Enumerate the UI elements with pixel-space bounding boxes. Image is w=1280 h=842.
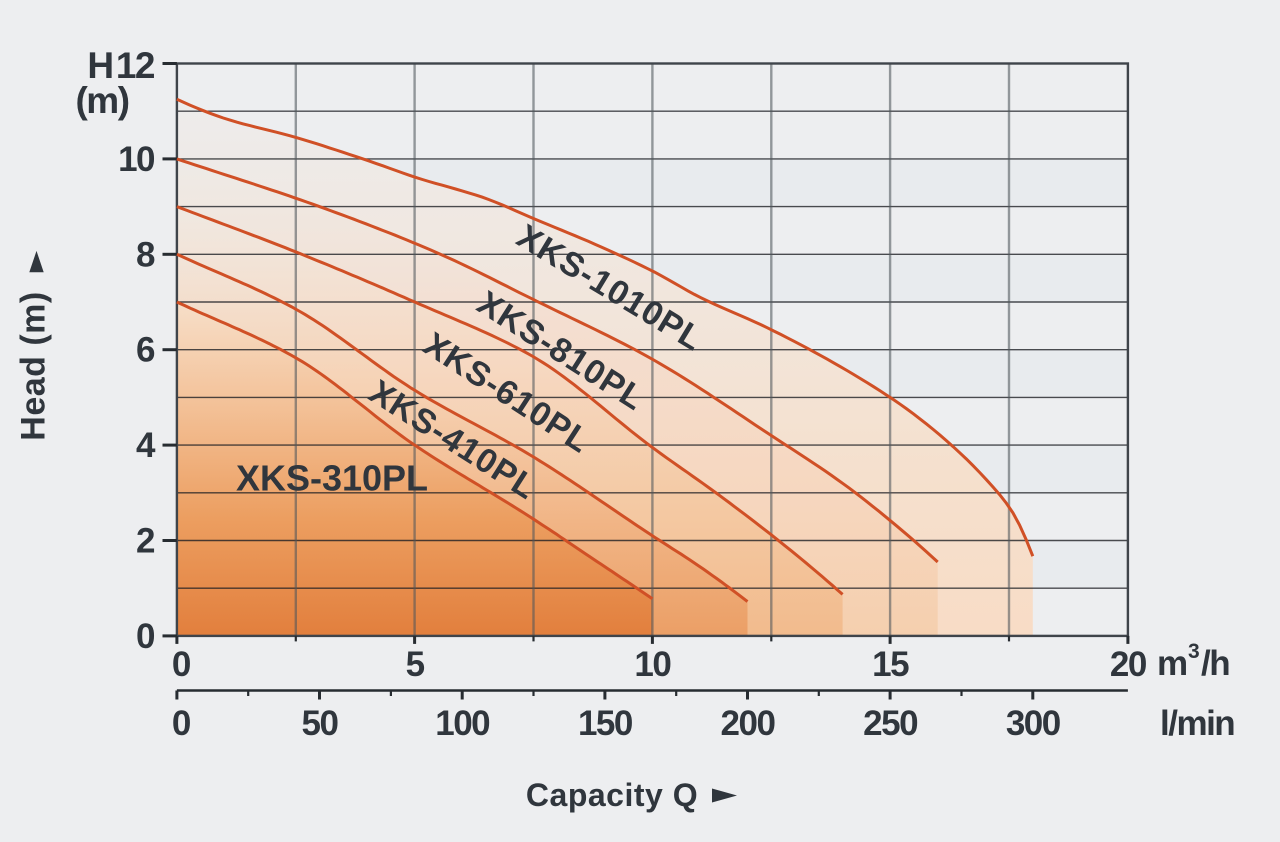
svg-text:12: 12 — [116, 45, 155, 86]
svg-text:2: 2 — [136, 522, 155, 561]
svg-text:(m): (m) — [75, 80, 128, 121]
svg-text:XKS-310PL: XKS-310PL — [236, 458, 428, 499]
svg-text:3: 3 — [1188, 640, 1199, 663]
svg-text:4: 4 — [136, 426, 156, 465]
svg-text:/h: /h — [1201, 644, 1229, 683]
svg-text:0: 0 — [172, 704, 191, 743]
svg-text:300: 300 — [1006, 704, 1061, 743]
svg-text:200: 200 — [721, 704, 776, 743]
svg-text:Capacity Q: Capacity Q — [526, 777, 698, 813]
svg-text:20: 20 — [1110, 645, 1147, 684]
svg-text:0: 0 — [172, 645, 191, 684]
svg-text:0: 0 — [136, 617, 155, 656]
svg-text:l/min: l/min — [1160, 704, 1234, 743]
svg-text:250: 250 — [863, 704, 918, 743]
svg-text:H: H — [87, 45, 112, 86]
svg-text:10: 10 — [634, 645, 671, 684]
svg-text:6: 6 — [136, 331, 155, 370]
svg-text:10: 10 — [118, 140, 155, 179]
svg-text:100: 100 — [435, 704, 490, 743]
svg-text:150: 150 — [578, 704, 633, 743]
svg-text:5: 5 — [406, 645, 425, 684]
svg-text:m: m — [1157, 644, 1187, 683]
svg-text:15: 15 — [872, 645, 909, 684]
svg-text:Head (m): Head (m) — [15, 291, 53, 440]
svg-text:8: 8 — [136, 235, 155, 274]
svg-text:50: 50 — [302, 704, 339, 743]
